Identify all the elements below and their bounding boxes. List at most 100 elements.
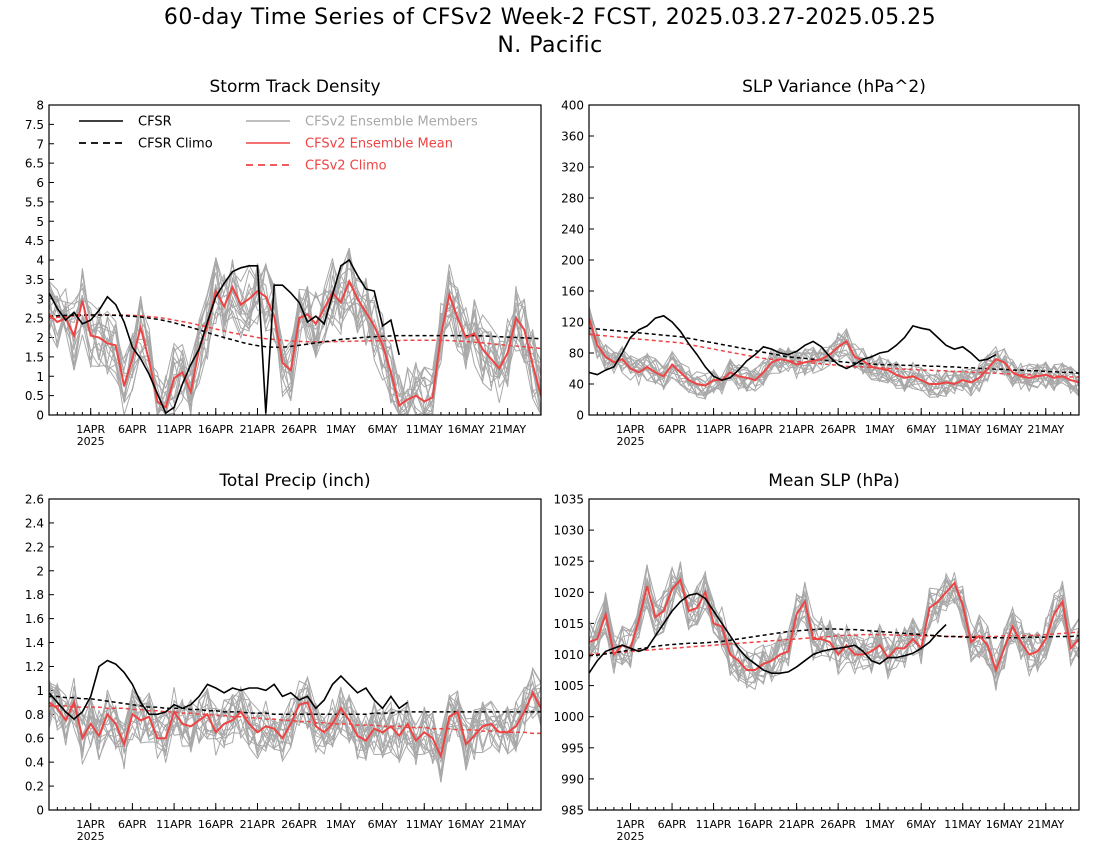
cfsr-climo-line [49,314,541,348]
chart-panel-1: Storm Track Density 0 0.5 1 1.5 2 2.5 3 3.5 4 4.5 5… [25,77,542,448]
y-tick-label: 5.5 [25,195,44,209]
legend-label: CFSv2 Climo [305,159,387,174]
x-tick-label: 1APR [76,423,105,436]
cfsr-line [589,314,997,381]
x-tick-label: 21MAY [1027,818,1064,831]
y-tick-label: 1010 [553,648,584,662]
ensemble-mean-line [49,690,541,760]
x-tick-label: 1MAY [326,423,356,436]
y-tick-label: 80 [569,347,584,361]
y-tick-label: 1.6 [25,612,44,626]
y-tick-label: 0 [36,804,44,818]
panel-title: Storm Track Density [209,77,380,97]
cfsr-line [49,258,400,415]
y-tick-label: 2.5 [25,312,44,326]
cfsv2-climo-line [589,333,1079,378]
series-group [589,561,1079,691]
y-tick-label: 0.5 [25,389,44,403]
y-tick-label: 6.5 [25,157,44,171]
y-tick-label: 995 [561,741,584,755]
x-tick-label: 11MAY [406,423,443,436]
x-tick-sublabel: 2025 [77,830,105,843]
x-tick-label: 16APR [737,423,773,436]
plot-frame [48,104,542,416]
series-group [49,247,541,415]
y-tick-label: 1005 [553,679,584,693]
x-tick-label: 16APR [198,818,234,831]
y-tick-label: 4.5 [25,234,44,248]
cfsr-line [49,659,409,721]
x-tick-label: 6APR [118,423,147,436]
panel-title: Total Precip (inch) [218,471,370,491]
x-tick-label: 11MAY [944,423,981,436]
x-tick-label: 21APR [779,423,815,436]
series-group [49,659,541,783]
x-tick-label: 21APR [240,423,276,436]
ensemble-member-line [49,261,541,415]
x-tick-label: 11APR [156,423,192,436]
ensemble-member-line [589,564,1079,687]
y-tick-label: 1025 [553,555,584,569]
x-tick-label: 6MAY [368,423,398,436]
ensemble-member-line [589,313,1079,397]
y-tick-label: 7.5 [25,118,44,132]
x-tick-label: 11MAY [406,818,443,831]
y-tick-label: 1.2 [25,660,44,674]
x-tick-label: 16MAY [448,423,485,436]
y-tick-label: 2 [36,564,44,578]
legend-label: CFSR Climo [138,137,213,152]
x-tick-label: 1APR [76,818,105,831]
y-tick-label: 40 [569,378,584,392]
x-tick-label: 6APR [658,818,687,831]
y-tick-label: 2.6 [25,493,44,507]
y-tick-label: 6 [36,176,44,190]
ensemble-member-line [589,566,1079,681]
cfsv2-climo-line [589,631,1079,656]
y-tick-label: 160 [561,285,584,299]
x-tick-label: 1APR [616,818,645,831]
y-tick-label: 985 [561,804,584,818]
plot-frame [588,104,1080,416]
y-tick-label: 200 [561,254,584,268]
y-tick-label: 1020 [553,586,584,600]
y-tick-label: 1015 [553,617,584,631]
y-tick-label: 1000 [553,710,584,724]
series-group [589,305,1079,400]
legend-label: CFSv2 Ensemble Members [305,115,478,130]
y-tick-label: 5 [36,215,44,229]
y-tick-label: 3 [36,292,44,306]
panel-title: SLP Variance (hPa^2) [742,77,926,97]
x-tick-label: 11APR [696,423,732,436]
x-tick-label: 11APR [156,818,192,831]
y-tick-label: 1 [36,370,44,384]
legend-label: CFSv2 Ensemble Mean [305,137,453,152]
x-tick-label: 26APR [820,423,856,436]
x-tick-label: 21MAY [489,818,526,831]
legend: CFSR CFSR Climo CFSv2 Ensemble Members CFSv… [79,115,478,174]
x-tick-label: 1APR [616,423,645,436]
y-tick-label: 0.8 [25,708,44,722]
ensemble-member-line [49,686,541,764]
y-tick-label: 1035 [553,493,584,507]
plot-frame [588,498,1080,811]
y-tick-label: 320 [561,161,584,175]
y-tick-label: 8 [36,99,44,113]
x-tick-label: 26APR [820,818,856,831]
x-tick-label: 16MAY [986,423,1023,436]
y-tick-label: 3.5 [25,273,44,287]
x-tick-label: 6APR [118,818,147,831]
figure-subtitle: N. Pacific [497,33,603,58]
y-tick-label: 0.2 [25,780,44,794]
y-tick-label: 1.5 [25,350,44,364]
chart-panel-3: Total Precip (inch) 0 0.2 0.4 0.6 0.8 1 1.2 1.4 1… [25,471,542,843]
legend-label: CFSR [138,115,172,130]
x-tick-label: 11MAY [944,818,981,831]
x-tick-label: 16MAY [986,818,1023,831]
x-tick-label: 6APR [658,423,687,436]
x-tick-label: 21APR [779,818,815,831]
y-tick-label: 280 [561,192,584,206]
x-tick-label: 16MAY [448,818,485,831]
chart-panel-2: SLP Variance (hPa^2) 0 40 80 120 160 200 240 280… [561,77,1080,448]
ensemble-mean-line [49,278,541,409]
panel-title: Mean SLP (hPa) [768,471,900,491]
